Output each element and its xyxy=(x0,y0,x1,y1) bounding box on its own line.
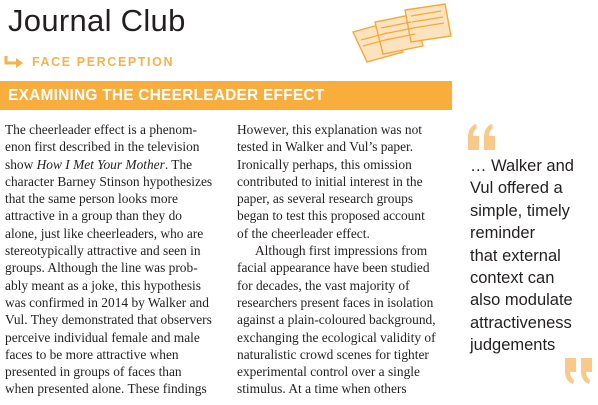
open-quote-icon xyxy=(468,124,495,150)
text-line: attractive in a group than they do xyxy=(5,208,182,224)
text-line: naturalistic crowd scenes for tighter xyxy=(237,346,429,362)
article-heading: EXAMINING THE CHEERLEADER EFFECT xyxy=(8,87,325,104)
text-line: exchanging the ecological validity of xyxy=(237,329,436,345)
text-line: stereotypically attractive and seen in xyxy=(5,243,201,259)
pull-quote-line: simple, timely xyxy=(470,201,570,220)
text-line: presented in groups of faces than xyxy=(5,364,182,380)
text-line: of the cheerleader effect. xyxy=(237,225,370,241)
text-line: perceive individual female and male xyxy=(5,329,200,345)
text-line: tested in Walker and Vul’s paper. xyxy=(237,139,414,155)
text-line: for decades, the vast majority of xyxy=(237,277,410,293)
text-line: facial appearance have been studied xyxy=(237,260,430,276)
show-title: How I Met Your Mother xyxy=(36,156,165,172)
close-quote-icon xyxy=(565,358,592,384)
text-line: that the same person looks more xyxy=(5,191,178,207)
pull-quote-line: that external xyxy=(470,246,561,265)
text-line: contributed to initial interest in the xyxy=(237,173,423,189)
text-line: faces to be more attractive when xyxy=(5,346,179,362)
text-line: ably meant as a joke, this hypothesis xyxy=(5,277,201,293)
text-line: The cheerleader effect is a phenom- xyxy=(5,122,197,137)
text-line: character Barney Stinson hypothesizes xyxy=(5,173,213,189)
page-title: Journal Club xyxy=(8,3,186,38)
section-label: FACE PERCEPTION xyxy=(32,55,175,69)
text-line: researchers present faces in isolation xyxy=(237,294,434,310)
text-line: enon first described in the television xyxy=(5,139,200,155)
pull-quote-line: Vul offered a xyxy=(470,179,563,198)
pull-quote-line: … Walker and xyxy=(470,157,574,175)
article-heading-banner: EXAMINING THE CHEERLEADER EFFECT xyxy=(0,81,452,110)
text-line: when presented alone. These findings xyxy=(5,381,207,397)
pull-quote-line: attractiveness xyxy=(470,313,572,332)
body-column-left: The cheerleader effect is a phenom-enon … xyxy=(5,121,212,398)
text-line: was confirmed in 2014 by Walker and xyxy=(5,294,209,310)
papers-stack-icon xyxy=(352,3,452,63)
text-line: stimulus. At a time when others xyxy=(237,381,407,397)
text-line: show How I Met Your Mother. The xyxy=(5,156,193,172)
pull-quote-line: context can xyxy=(470,269,555,288)
pull-quote-line: judgements xyxy=(470,336,556,355)
body-column-middle: However, this explanation was not tested … xyxy=(237,121,436,398)
text-line: However, this explanation was not xyxy=(237,122,423,137)
text-line: groups. Although the line was prob- xyxy=(5,260,198,276)
text-line: against a plain-coloured background, xyxy=(237,312,436,328)
pull-quote: … Walker and Vul offered a simple, timely r… xyxy=(470,155,574,357)
text-line: experimental control over a single xyxy=(237,364,420,380)
pull-quote-line: reminder xyxy=(470,224,536,243)
text-line: Ironically perhaps, this omission xyxy=(237,156,412,172)
text-line: paper, as several research groups xyxy=(237,191,414,207)
text-line: alone, just like cheerleaders, who are xyxy=(5,225,204,241)
text-line: began to test this proposed account xyxy=(237,208,425,224)
text-line: Vul. They demonstrated that observers xyxy=(5,312,212,328)
text-line: Although first impressions from xyxy=(255,243,428,259)
section-header: FACE PERCEPTION xyxy=(4,53,174,71)
arrow-right-icon xyxy=(4,56,23,68)
pull-quote-line: also modulate xyxy=(470,291,573,310)
